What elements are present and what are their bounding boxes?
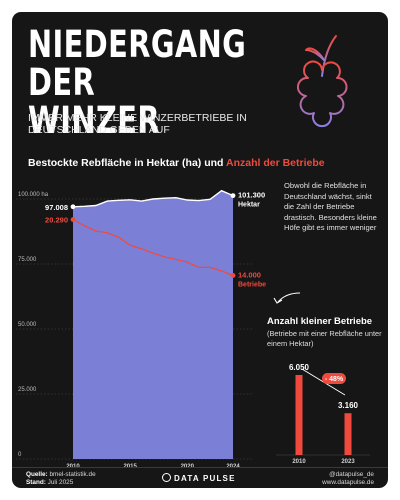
y-tick-label: 0 bbox=[18, 452, 22, 458]
y-tick-label: 50.000 bbox=[18, 322, 37, 328]
page-title: NIEDERGANG DER WINZER bbox=[28, 23, 247, 142]
y-tick-label: 75.000 bbox=[18, 257, 37, 263]
endpoint-dot bbox=[230, 273, 236, 278]
footer: Quelle: bmel-statistik.de Stand: Juli 20… bbox=[12, 467, 388, 488]
brand-name: DATA PULSE bbox=[174, 474, 236, 483]
inset-bar-value: 3.160 bbox=[338, 401, 359, 410]
label-betriebe-end-unit: Betriebe bbox=[238, 281, 266, 288]
inset-title: Anzahl kleiner Betriebe bbox=[267, 316, 373, 327]
chart-labels: 0 25.000 50.000 75.000 100.000 ha 2010 2015 202… bbox=[18, 191, 266, 467]
main-chart: 0 25.000 50.000 75.000 100.000 ha 2010 2015 202… bbox=[16, 189, 301, 467]
area-rebflaeche bbox=[73, 190, 233, 459]
chart-heading: Bestockte Rebfläche in Hektar (ha) und A… bbox=[28, 157, 325, 169]
change-label: - 48% bbox=[325, 376, 344, 383]
chart-marks bbox=[70, 193, 236, 278]
label-area-end-unit: Hektar bbox=[238, 202, 260, 209]
title-line-1: NIEDERGANG bbox=[28, 23, 247, 66]
date-value: Juli 2025 bbox=[47, 479, 74, 486]
y-tick-label: 100.000 ha bbox=[18, 192, 49, 198]
endpoint-dot bbox=[230, 193, 236, 199]
inset-bar bbox=[295, 375, 303, 455]
x-tick-label: 2015 bbox=[123, 464, 137, 467]
inset-x-label: 2023 bbox=[341, 459, 355, 465]
line-rebflaeche bbox=[72, 189, 234, 208]
brand-logo: DATA PULSE bbox=[162, 473, 236, 483]
note-text: Obwohl die Rebfläche in Deutschland wäch… bbox=[284, 181, 377, 232]
source-value: bmel-statistik.de bbox=[49, 471, 96, 478]
inset-x-label: 2010 bbox=[292, 459, 306, 465]
inset-bar bbox=[344, 413, 352, 455]
inset-bar-value: 6.050 bbox=[289, 363, 310, 372]
title-line-2: DER WINZER bbox=[28, 61, 160, 142]
arrow-head-icon bbox=[273, 297, 283, 304]
label-area-start: 97.008 bbox=[45, 203, 68, 212]
endpoint-dot bbox=[70, 217, 76, 222]
chart-heading-area: Bestockte Rebfläche in Hektar (ha) und bbox=[28, 157, 226, 169]
date-label: Stand: bbox=[26, 479, 46, 486]
label-betriebe-end: 14.000 bbox=[238, 270, 261, 279]
footer-handle: @datapulse_de bbox=[329, 471, 374, 478]
infographic-card: NIEDERGANG DER WINZER IMMER MEHR KLEINE … bbox=[12, 12, 388, 488]
footer-source: Quelle: bmel-statistik.de Stand: Juli 20… bbox=[26, 471, 96, 487]
inset-bar-chart: 6.050 2010 3.160 2023 - 48% bbox=[276, 363, 370, 465]
footer-website: www.datapulse.de bbox=[322, 479, 374, 486]
label-betriebe-start: 20.290 bbox=[45, 216, 68, 225]
x-tick-label: 2020 bbox=[181, 464, 195, 467]
x-tick-label: 2024 bbox=[226, 464, 240, 467]
brand-dot-icon bbox=[162, 473, 171, 482]
source-label: Quelle: bbox=[26, 471, 48, 478]
y-tick-label: 25.000 bbox=[18, 387, 37, 393]
chart-heading-betriebe: Anzahl der Betriebe bbox=[226, 157, 325, 169]
grape-icon bbox=[297, 35, 348, 128]
arrow-icon bbox=[277, 292, 301, 303]
label-area-end: 101.300 bbox=[238, 191, 265, 200]
page-subtitle: IMMER MEHR KLEINE WINZERBETRIEBE IN DEUT… bbox=[28, 112, 247, 136]
x-tick-label: 2010 bbox=[66, 464, 80, 467]
line-betriebe bbox=[72, 218, 234, 276]
footer-contact: @datapulse_de www.datapulse.de bbox=[322, 471, 374, 487]
change-badge bbox=[322, 373, 346, 384]
endpoint-dot bbox=[70, 204, 76, 210]
inset-subtitle: (Betriebe mit einer Rebfläche unter eine… bbox=[267, 329, 382, 348]
